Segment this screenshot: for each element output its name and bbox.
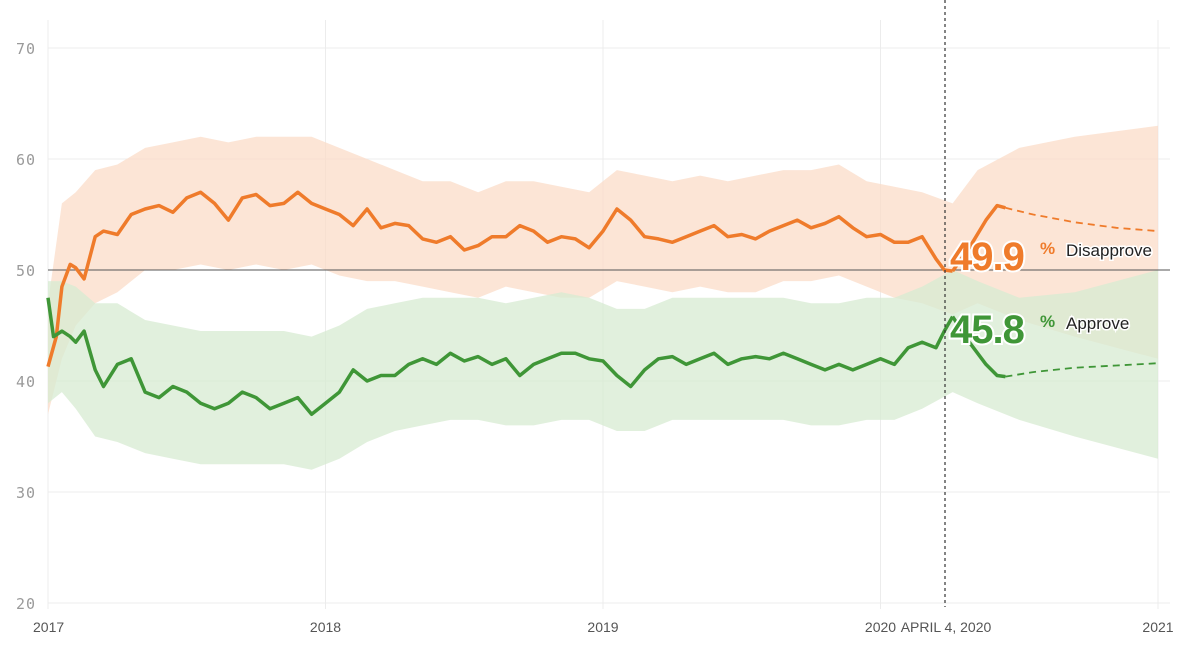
current-date-label: APRIL 4, 2020 [901,619,992,635]
disapprove-projection-dashed [1005,206,1159,232]
approve-projection-line [951,315,1006,379]
y-tick-label: 60 [16,151,36,169]
x-tick-label: 2021 [1142,619,1173,635]
approve-current-value: 45.8 [950,308,1025,352]
y-tick-label: 20 [16,595,36,613]
series-lines [46,190,1159,417]
disapprove-current-value: 49.9 [950,235,1024,279]
approve-line [46,297,955,417]
approve-percent-sign: % [1040,312,1055,331]
approve-projection-dashed [1005,362,1159,378]
axis-labels: 20 30 40 50 60 70 2017 2018 2019 2020 2021 [16,40,1174,635]
x-tick-label: 2017 [33,619,64,635]
series-value-labels: 49.9% Disapprove 45.8% Approve [948,233,1154,354]
disapprove-percent-sign: % [1040,239,1055,258]
x-tick-label: 2018 [310,619,341,635]
disapprove-value-label: 49.9% Disapprove [948,233,1154,281]
disapprove-series-label: Disapprove [1066,241,1152,260]
x-tick-label: 2020 [865,619,896,635]
y-tick-label: 30 [16,484,36,502]
x-tick-label: 2019 [587,619,618,635]
y-tick-label: 70 [16,40,36,58]
approve-series-label: Approve [1066,314,1129,333]
approve-uncertainty-band [48,270,1158,470]
current-date-marker-group: APRIL 4, 2020 [901,0,992,635]
y-tick-label: 50 [16,262,36,280]
disapprove-projection-line [951,203,1006,273]
approve-value-label: 45.8% Approve [948,306,1131,354]
disapprove-line [46,190,953,368]
y-tick-label: 40 [16,373,36,391]
